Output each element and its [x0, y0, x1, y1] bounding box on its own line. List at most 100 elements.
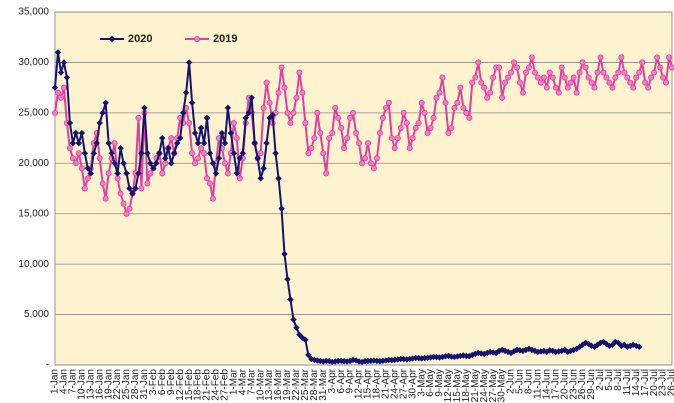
data-point: [57, 94, 64, 101]
data-point: [108, 150, 115, 157]
data-point: [585, 74, 592, 81]
data-point: [636, 69, 643, 76]
data-point: [648, 74, 655, 81]
data-point: [239, 150, 246, 157]
x-tick-label: 26-Jun: [577, 369, 588, 400]
data-point: [338, 124, 345, 131]
x-tick-label: 26-Jul: [667, 369, 674, 396]
data-point: [233, 135, 240, 142]
data-point: [528, 54, 535, 61]
data-point: [508, 69, 515, 76]
data-point: [78, 165, 85, 172]
x-tick-label: 27-Feb: [220, 369, 231, 401]
data-point: [281, 250, 288, 258]
data-point: [266, 99, 273, 106]
x-tick-label: 3-Apr: [327, 368, 338, 393]
x-tick-label: 16-Jan: [94, 369, 105, 400]
data-point: [236, 175, 243, 182]
data-point: [606, 79, 613, 86]
data-point: [72, 160, 79, 167]
x-tick-label: 12-Feb: [175, 369, 186, 401]
data-point: [543, 84, 550, 91]
data-point: [385, 99, 392, 106]
data-point: [66, 119, 74, 127]
data-point: [561, 74, 568, 81]
data-point: [531, 69, 538, 76]
y-tick-label: 30,000: [18, 57, 49, 68]
data-point: [69, 139, 77, 147]
data-point: [350, 109, 357, 116]
x-tick-label: 6-Apr: [336, 368, 347, 393]
data-point: [90, 150, 97, 157]
data-point: [96, 155, 103, 162]
data-point: [555, 348, 562, 355]
data-point: [499, 94, 506, 101]
data-point: [436, 89, 443, 96]
x-tick-label: 9-May: [434, 369, 445, 397]
data-point: [168, 135, 175, 142]
data-point: [424, 130, 431, 137]
data-point: [636, 343, 643, 351]
x-tick-label: 14-Jul: [631, 369, 642, 396]
data-point: [293, 94, 300, 101]
data-point: [534, 74, 541, 81]
data-point: [186, 119, 193, 126]
data-point: [516, 79, 523, 86]
data-point: [66, 145, 73, 152]
data-point: [105, 139, 112, 147]
data-point: [615, 69, 622, 76]
x-tick-label: 23-Jul: [658, 369, 669, 396]
data-point: [475, 59, 482, 66]
data-point: [496, 64, 503, 71]
data-point: [263, 79, 270, 86]
x-tick-label: 23-Jun: [568, 369, 579, 400]
data-point: [525, 64, 532, 71]
x-tick-label: 25-Jan: [121, 369, 132, 400]
x-tick-label: 14-Jun: [541, 369, 552, 400]
y-tick-label: -: [46, 360, 49, 371]
data-point: [502, 79, 509, 86]
data-point: [564, 348, 571, 356]
x-tick-label: 4-Mar: [237, 368, 248, 395]
x-tick-label: 10-Mar: [255, 368, 266, 400]
x-tick-label: 21-Feb: [202, 369, 213, 401]
data-point: [537, 79, 544, 86]
data-point: [81, 185, 88, 192]
data-point: [224, 104, 232, 112]
data-point: [138, 150, 145, 157]
data-point: [519, 89, 526, 96]
data-point: [421, 109, 428, 116]
data-point: [275, 89, 282, 96]
data-point: [430, 114, 437, 121]
data-point: [272, 150, 279, 157]
data-point: [356, 140, 363, 147]
data-point: [114, 170, 121, 177]
data-point: [305, 150, 312, 157]
data-point: [117, 190, 124, 197]
data-point: [57, 69, 65, 76]
data-point: [537, 348, 545, 355]
data-point: [534, 348, 542, 356]
data-point: [284, 276, 291, 283]
x-tick-label: 7-Jan: [68, 369, 79, 394]
data-point: [278, 205, 285, 212]
data-point: [627, 342, 634, 350]
data-point: [600, 69, 607, 76]
x-tick-label: 28-Mar: [309, 368, 320, 400]
data-point: [185, 59, 193, 66]
data-point: [84, 165, 91, 172]
x-tick-label: 10-Jan: [76, 369, 87, 400]
x-tick-label: 19-Jan: [103, 369, 114, 400]
data-point: [487, 89, 494, 96]
data-point: [427, 124, 434, 131]
data-point: [597, 54, 604, 61]
x-tick-label: 5-Jul: [604, 369, 615, 391]
data-point: [153, 160, 160, 167]
data-point: [633, 342, 640, 350]
y-tick-label: 20,000: [18, 158, 49, 169]
data-point: [293, 324, 300, 331]
x-tick-label: 17-Jun: [550, 369, 561, 400]
data-point: [182, 89, 190, 96]
data-point: [359, 160, 366, 167]
data-point: [397, 124, 404, 131]
